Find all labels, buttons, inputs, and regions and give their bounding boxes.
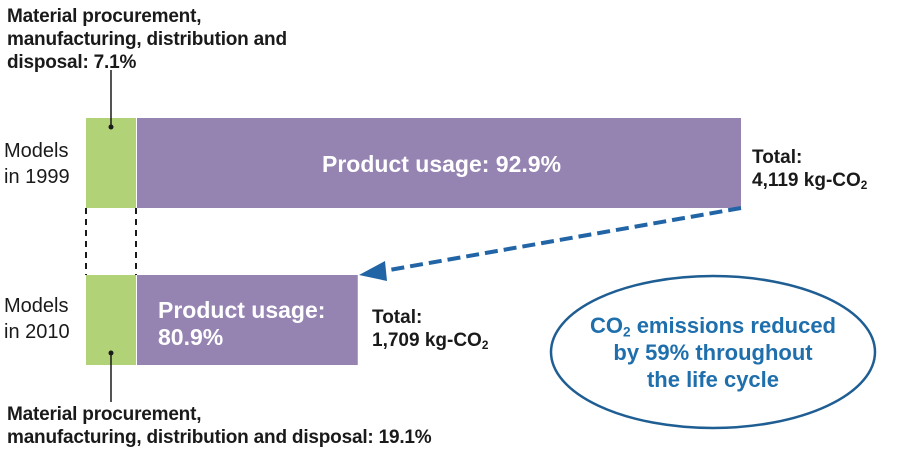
usage-label-2010: Product usage: 80.9% [158,297,325,351]
total-1999: Total: 4,119 kg-CO2 [752,146,867,192]
top-material-label: Material procurement, manufacturing, dis… [7,5,287,74]
usage-label-2010-line1: Product usage: [158,297,326,323]
row-label-1999-line1: Models [4,140,69,162]
total-2010: Total: 1,709 kg-CO2 [372,306,488,352]
callout-ellipse [549,274,877,430]
bottom-material-label: Material procurement, manufacturing, dis… [7,403,432,449]
callout-line3: the life cycle [646,367,780,392]
bottom-material-line1: Material procurement, [7,404,202,425]
row-label-2010-line1: Models [4,295,69,317]
top-material-line2: manufacturing, distribution and [7,29,287,50]
reduction-arrow [377,206,742,274]
bottom-material-line2: manufacturing, distribution and disposal… [7,427,432,448]
leader-dot-top [108,124,114,130]
row-label-1999-line2: in 1999 [4,166,70,188]
total-1999-line1: Total: [752,147,803,168]
row-label-2010-line2: in 2010 [4,321,70,343]
reduction-arrow-head [359,261,387,281]
usage-label-1999: Product usage: 92.9% [322,151,562,177]
usage-label-2010-line2: 80.9% [158,324,224,350]
bar-2010-material [86,275,136,365]
total-2010-line1: Total: [372,307,423,328]
callout-line2: by 59% throughout [613,340,813,365]
row-label-2010: Models in 2010 [4,293,70,345]
callout-line1: CO2 emissions reduced [590,313,836,340]
top-material-line3: disposal: 7.1% [7,52,137,73]
callout-text: CO2 emissions reduced by 59% throughout … [551,312,875,393]
bar-1999-usage [137,118,741,208]
total-1999-line2: 4,119 kg-CO2 [752,170,868,192]
bar-2010-usage [137,275,358,365]
bar-1999-material [86,118,136,208]
row-label-1999: Models in 1999 [4,138,70,190]
leader-dot-bottom [108,350,114,356]
top-material-line1: Material procurement, [7,6,202,27]
total-2010-line2: 1,709 kg-CO2 [372,330,489,352]
